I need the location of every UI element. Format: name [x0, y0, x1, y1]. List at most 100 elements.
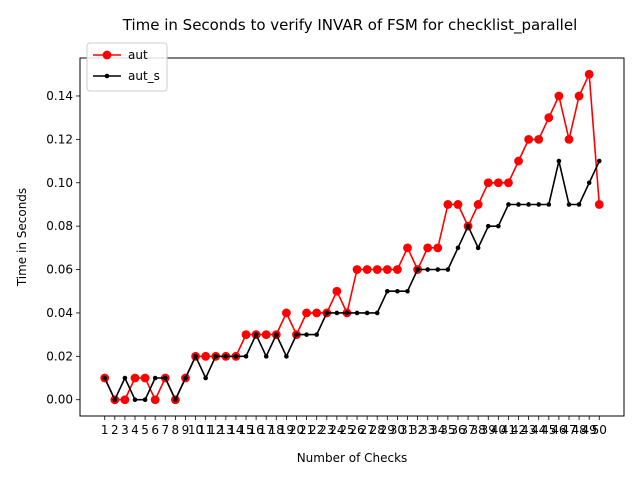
- x-tick-label-44: 44: [531, 423, 546, 437]
- data-point-aut_s-4: [132, 397, 138, 403]
- data-point-aut_s-19: [284, 354, 289, 359]
- data-point-aut-6: [150, 395, 160, 405]
- x-tick-label-31: 31: [400, 423, 415, 437]
- legend-marker-aut: [102, 50, 112, 60]
- x-tick-label-33: 33: [420, 423, 435, 437]
- data-point-aut-42: [514, 156, 523, 166]
- data-point-aut_s-45: [546, 202, 552, 207]
- chart-title: Time in Seconds to verify INVAR of FSM f…: [122, 16, 578, 35]
- data-point-aut-4: [130, 373, 140, 383]
- data-point-aut_s-6: [152, 375, 158, 381]
- data-point-aut-47: [564, 134, 574, 144]
- data-point-aut_s-14: [233, 354, 239, 359]
- chart-marks: [100, 69, 604, 405]
- x-tick-label-6: 6: [151, 423, 159, 437]
- data-point-aut_s-29: [385, 288, 390, 294]
- x-tick-label-5: 5: [141, 423, 149, 437]
- x-tick-label-47: 47: [561, 423, 576, 437]
- data-point-aut-38: [473, 200, 483, 209]
- x-tick-label-35: 35: [440, 423, 455, 437]
- data-point-aut-41: [504, 178, 513, 188]
- data-point-aut-35: [443, 200, 453, 209]
- data-point-aut-27: [362, 265, 372, 274]
- data-point-aut_s-23: [324, 310, 330, 316]
- legend-label-aut_s: aut_s: [128, 69, 160, 83]
- x-tick-label-3: 3: [121, 423, 129, 437]
- data-point-aut_s-12: [213, 354, 219, 359]
- y-tick-label-2: 0.04: [46, 306, 73, 320]
- x-tick-label-14: 14: [228, 423, 243, 437]
- legend-box: [86, 42, 168, 92]
- data-point-aut_s-21: [304, 332, 309, 337]
- data-point-aut_s-36: [455, 245, 461, 251]
- legend: aut aut_s: [86, 42, 168, 92]
- data-point-aut-17: [261, 330, 271, 340]
- data-point-aut_s-28: [374, 310, 380, 316]
- x-tick-label-34: 34: [430, 423, 445, 437]
- data-point-aut_s-32: [415, 267, 420, 272]
- data-point-aut_s-33: [425, 267, 430, 272]
- data-point-aut-45: [544, 113, 554, 123]
- data-point-aut-29: [382, 265, 392, 274]
- data-point-aut-15: [241, 330, 251, 340]
- data-point-aut-44: [534, 134, 544, 144]
- data-point-aut_s-40: [496, 223, 501, 229]
- data-point-aut_s-31: [405, 288, 410, 294]
- data-point-aut-28: [372, 265, 382, 274]
- data-point-aut_s-24: [334, 310, 340, 316]
- data-point-aut-33: [423, 243, 433, 253]
- x-axis: 1 2 3 4 5 6 7 8 91011121314151617181920212223242…: [101, 416, 607, 437]
- data-point-aut-31: [403, 243, 412, 253]
- x-tick-label-45: 45: [541, 423, 556, 437]
- y-tick-label-3: 0.06: [46, 263, 73, 277]
- data-point-aut-34: [433, 243, 443, 253]
- y-axis: 0.00 0.02 0.04 0.06 0.08 0.10 0.12 0.14: [46, 89, 80, 407]
- data-point-aut_s-5: [142, 397, 148, 403]
- data-point-aut-22: [312, 308, 322, 318]
- x-tick-label-40: 40: [491, 423, 506, 437]
- x-tick-label-7: 7: [161, 423, 169, 437]
- x-tick-label-22: 22: [309, 423, 324, 437]
- data-point-aut-5: [140, 373, 150, 383]
- data-point-aut_s-47: [566, 202, 572, 207]
- x-tick-label-32: 32: [410, 423, 425, 437]
- data-point-aut_s-20: [294, 332, 299, 337]
- x-tick-label-36: 36: [450, 423, 465, 437]
- data-point-aut_s-48: [576, 202, 582, 207]
- data-point-aut_s-34: [435, 267, 441, 272]
- data-point-aut_s-7: [162, 375, 168, 381]
- x-tick-label-37: 37: [460, 423, 475, 437]
- data-point-aut_s-38: [475, 245, 481, 251]
- x-tick-label-38: 38: [471, 423, 486, 437]
- x-tick-label-15: 15: [238, 423, 253, 437]
- x-tick-label-19: 19: [279, 423, 294, 437]
- x-tick-label-16: 16: [248, 423, 263, 437]
- data-point-aut_s-27: [364, 310, 370, 316]
- x-tick-label-48: 48: [571, 423, 586, 437]
- y-tick-label-7: 0.14: [46, 89, 73, 103]
- x-tick-label-28: 28: [370, 423, 385, 437]
- data-point-aut-24: [332, 286, 342, 296]
- y-tick-label-5: 0.10: [46, 176, 73, 190]
- x-tick-label-24: 24: [329, 423, 344, 437]
- y-tick-label-0: 0.00: [46, 393, 73, 407]
- data-point-aut_s-8: [173, 397, 178, 403]
- x-tick-label-50: 50: [592, 423, 607, 437]
- x-tick-label-11: 11: [198, 423, 213, 437]
- x-tick-label-29: 29: [380, 423, 395, 437]
- data-point-aut_s-13: [223, 354, 229, 359]
- data-point-aut_s-42: [516, 202, 521, 207]
- data-point-aut-3: [120, 395, 130, 405]
- data-point-aut-21: [302, 308, 311, 318]
- data-point-aut-11: [201, 351, 211, 361]
- data-point-aut_s-43: [526, 202, 531, 207]
- data-point-aut-48: [574, 91, 584, 101]
- data-point-aut-40: [493, 178, 503, 188]
- data-point-aut_s-3: [122, 375, 128, 381]
- data-point-aut-26: [352, 265, 362, 274]
- x-tick-label-26: 26: [349, 423, 364, 437]
- x-tick-label-17: 17: [259, 423, 274, 437]
- data-point-aut_s-22: [314, 332, 319, 337]
- x-tick-label-20: 20: [289, 423, 304, 437]
- data-point-aut_s-16: [253, 332, 259, 337]
